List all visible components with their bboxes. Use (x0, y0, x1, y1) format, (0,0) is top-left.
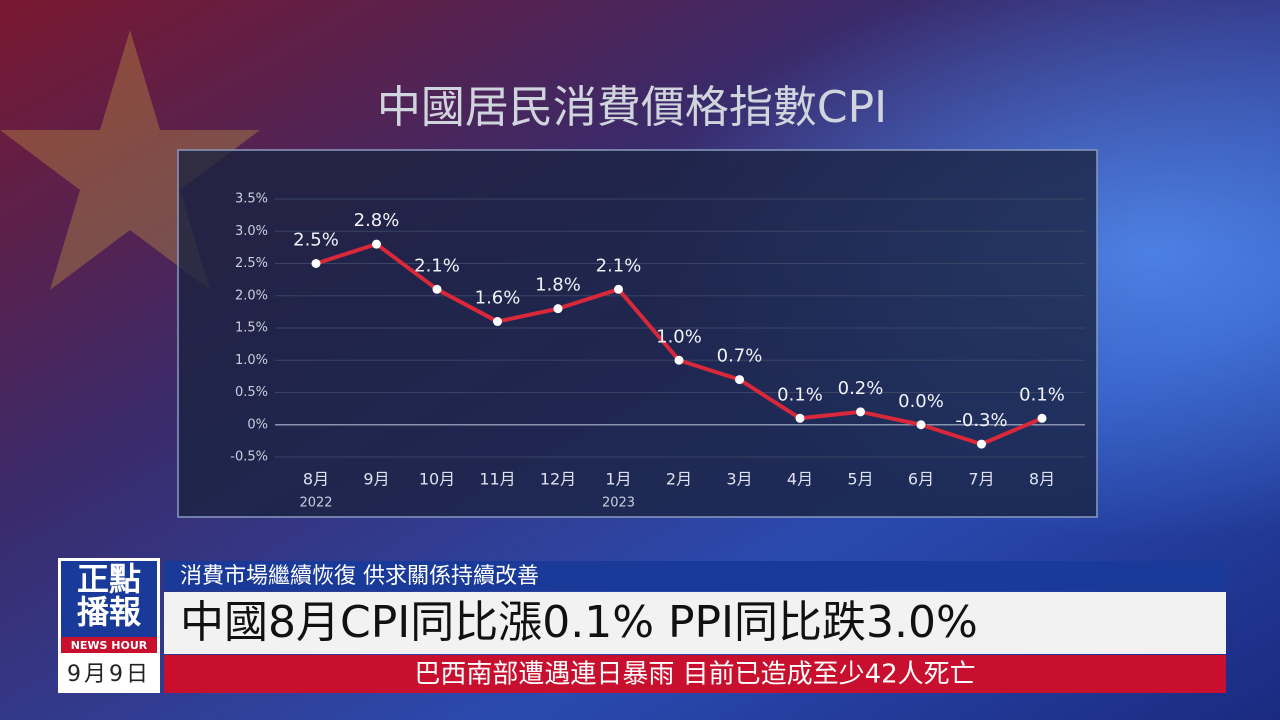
x-tick-sublabel: 2023 (602, 496, 635, 511)
point (311, 259, 321, 268)
x-tick-label: 4月 (787, 470, 813, 489)
x-tick-label: 5月 (847, 470, 873, 489)
x-tick-label: 11月 (479, 470, 515, 489)
y-tick-label: -0.5% (230, 450, 268, 465)
data-label: 1.6% (475, 288, 521, 309)
logo-text: 播報 (77, 593, 141, 631)
point (916, 420, 926, 430)
data-label: 2.1% (414, 255, 460, 276)
data-label: 2.8% (354, 210, 400, 231)
y-tick-label: 1.0% (235, 353, 268, 368)
point (493, 317, 502, 327)
point (432, 284, 442, 294)
subheadline-band (164, 561, 1226, 591)
y-tick-label: 3.0% (235, 224, 268, 239)
y-tick-label: 1.5% (235, 321, 268, 336)
data-label: 0.2% (838, 378, 884, 399)
point (795, 413, 805, 423)
x-tick-label: 9月 (363, 470, 389, 489)
data-label: 0.1% (1019, 384, 1065, 405)
point (674, 355, 684, 365)
crawl: 巴西南部遭遇連日暴雨 目前已造成至少42人死亡 (414, 660, 975, 690)
x-tick-label: 10月 (419, 470, 455, 489)
x-tick-label: 7月 (968, 470, 994, 489)
logo-sub: NEWS HOUR (71, 639, 148, 652)
data-label: 0.7% (717, 346, 763, 367)
data-label: -0.3% (955, 410, 1007, 431)
data-label: 0.1% (777, 384, 823, 405)
chart-panel (177, 149, 1098, 518)
logo-text: 正點 (77, 560, 141, 598)
flag-star (0, 30, 260, 290)
x-tick-label: 1月 (605, 470, 631, 489)
subheadline: 消費市場繼續恢復 供求關係持續改善 (180, 564, 539, 589)
point (553, 304, 563, 314)
logo-sub-box (61, 637, 157, 653)
y-tick-label: 2.5% (235, 256, 268, 271)
plot: 3.5% 3.0% 2.5% 2.0% 1.5% 1.0% 0.5% 0% -0.5% 8月 202… (230, 192, 1085, 511)
point (1037, 413, 1047, 423)
x-tick-label: 3月 (726, 470, 752, 489)
point (372, 239, 381, 249)
x-tick-sublabel: 2022 (299, 496, 332, 511)
headline: 中國8月CPI同比漲0.1% PPI同比跌3.0% (180, 597, 978, 648)
point (856, 407, 865, 417)
x-tick-label: 12月 (540, 470, 576, 489)
point (977, 439, 986, 449)
x-tick-label: 6月 (908, 470, 934, 489)
point (735, 375, 744, 385)
data-label: 1.0% (656, 326, 702, 347)
y-tick-label: 2.0% (235, 288, 268, 303)
data-label: 0.0% (898, 391, 944, 412)
crawl-band (164, 655, 1226, 693)
y-tick-label: 0% (247, 417, 268, 432)
chart-title: 中國居民消費價格指數CPI (377, 82, 887, 133)
headline-band (164, 592, 1226, 654)
date: 9月9日 (67, 662, 151, 687)
data-label: 2.1% (596, 255, 642, 276)
x-tick-label: 8月 (1029, 470, 1055, 489)
point (614, 284, 623, 294)
data-label: 2.5% (293, 230, 339, 251)
x-tick-label: 2月 (666, 470, 692, 489)
y-tick-label: 3.5% (235, 192, 268, 207)
data-label: 1.8% (535, 275, 581, 296)
y-tick-label: 0.5% (235, 385, 268, 400)
x-tick-label: 8月 (303, 470, 329, 489)
